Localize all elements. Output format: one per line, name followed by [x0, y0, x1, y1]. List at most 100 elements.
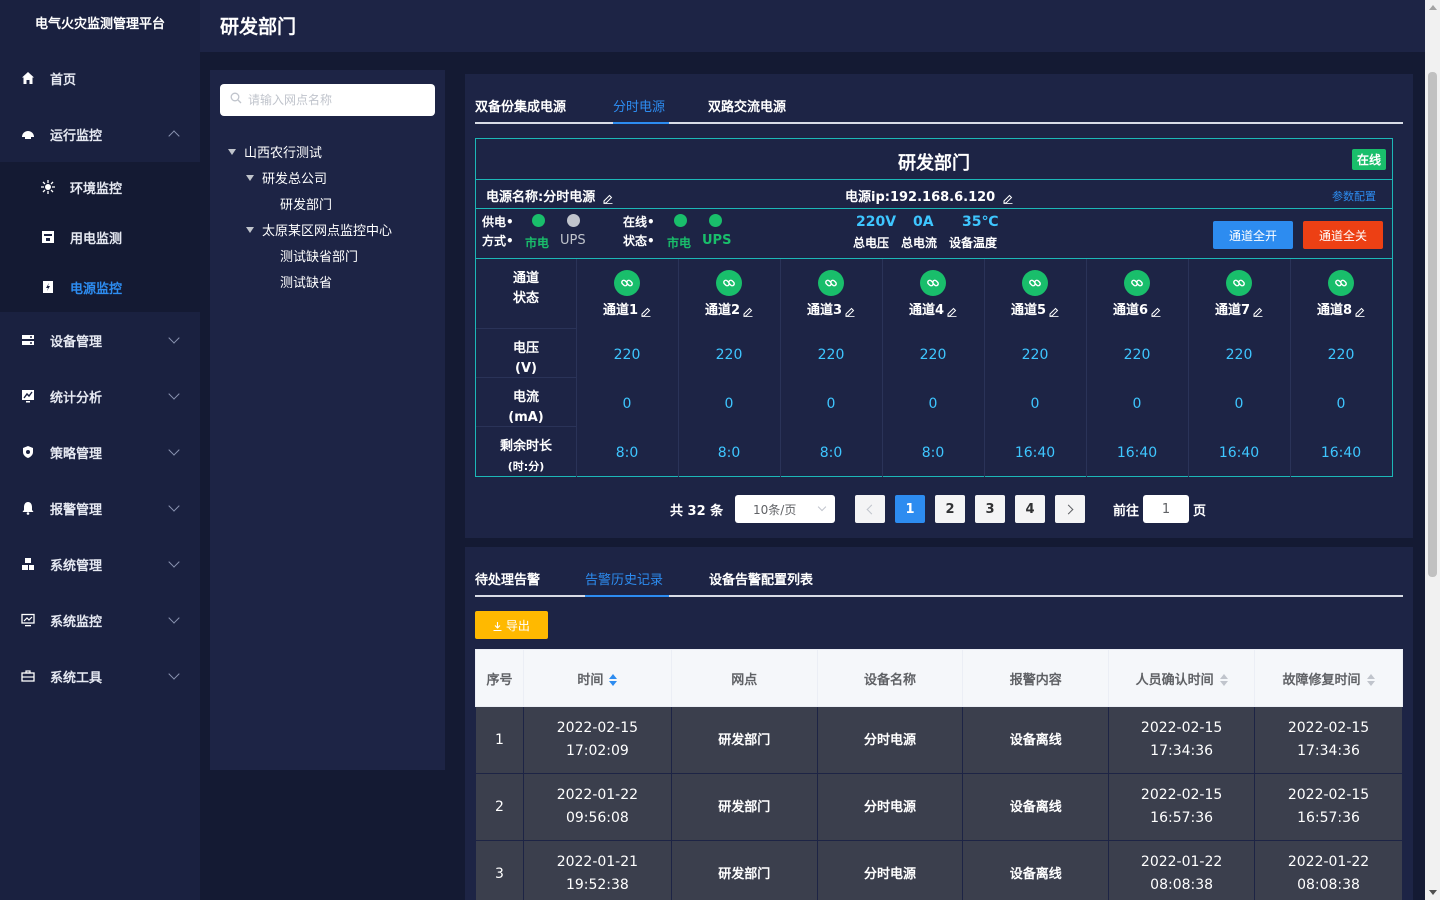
page-size-select[interactable]: 10条/页 [735, 495, 835, 523]
table-row[interactable]: 3 2022-01-21 19:52:38 研发部门 分时电源 设备离线 2022-01-… [475, 840, 1403, 900]
sidebar-item-statistics[interactable]: 统计分析 [0, 368, 200, 424]
sidebar-item-home[interactable]: 首页 [0, 50, 200, 106]
page-title: 研发部门 [220, 16, 297, 38]
page-1-button[interactable]: 1 [895, 495, 925, 523]
channel-remaining-value: 16:40 [1116, 445, 1158, 461]
active-tab-indicator [613, 122, 669, 124]
tree-node[interactable]: 测试缺省 [280, 272, 332, 291]
tree-node[interactable]: 山西农行测试 [228, 142, 322, 161]
tab-dual-backup[interactable]: 双备份集成电源 [475, 100, 567, 115]
edit-icon[interactable] [1049, 306, 1059, 317]
channel-remaining-value: 8:0 [717, 445, 741, 461]
channel-link-icon[interactable] [716, 270, 742, 296]
scroll-down-icon[interactable] [1429, 890, 1437, 895]
col-confirm-time[interactable]: 人员确认时间 [1108, 649, 1256, 707]
page-4-button[interactable]: 4 [1015, 495, 1045, 523]
chevron-down-icon [168, 332, 180, 344]
column-divider [1188, 259, 1189, 477]
export-button[interactable]: 导出 [475, 611, 548, 639]
sidebar-item-system-tools[interactable]: 系统工具 [0, 648, 200, 704]
prev-page-button[interactable] [855, 495, 885, 523]
edit-icon[interactable] [1003, 193, 1013, 204]
sidebar-item-environment[interactable]: 环境监控 [0, 162, 200, 212]
page-3-button[interactable]: 3 [975, 495, 1005, 523]
row-label-line: 电流 [512, 390, 539, 405]
tab-timeshare[interactable]: 分时电源 [613, 100, 666, 115]
channel-link-icon[interactable] [818, 270, 844, 296]
divider [476, 258, 1392, 259]
channel-link-icon[interactable] [920, 270, 946, 296]
edit-icon[interactable] [743, 306, 753, 317]
sort-icon[interactable] [609, 674, 618, 686]
sidebar-item-power-usage[interactable]: 用电监测 [0, 212, 200, 262]
tree-node[interactable]: 研发部门 [280, 194, 332, 213]
channel-name-text: 通道6 [1112, 303, 1149, 318]
channel-current-value: 0 [1234, 396, 1244, 412]
sort-icon[interactable] [1366, 674, 1375, 686]
col-time[interactable]: 时间 [522, 649, 672, 707]
supply-label-line: 供电• [482, 215, 514, 229]
sidebar-item-system-monitor[interactable]: 系统监控 [0, 592, 200, 648]
sidebar-item-device[interactable]: 设备管理 [0, 312, 200, 368]
table-row[interactable]: 1 2022-02-15 17:02:09 研发部门 分时电源 设备离线 2022-02-… [475, 706, 1403, 774]
all-channels-on-button[interactable]: 通道全开 [1213, 221, 1293, 249]
edit-icon[interactable] [845, 306, 855, 317]
column-divider [678, 259, 679, 477]
channel-voltage-value: 220 [613, 347, 641, 363]
chevron-left-icon [866, 504, 877, 514]
edit-icon[interactable] [641, 306, 651, 317]
tree-node[interactable]: 研发总公司 [246, 168, 327, 187]
site-search-input[interactable] [248, 93, 428, 107]
mains-indicator-dot [532, 214, 545, 227]
all-channels-off-button[interactable]: 通道全关 [1303, 221, 1383, 249]
tree-node-label: 太原某区网点监控中心 [262, 224, 393, 239]
edit-icon[interactable] [1253, 306, 1263, 317]
edit-icon[interactable] [1151, 306, 1161, 317]
page-scrollbar[interactable] [1425, 0, 1440, 900]
edit-icon[interactable] [1355, 306, 1365, 317]
tab-dual-ac[interactable]: 双路交流电源 [708, 100, 787, 115]
table-row[interactable]: 2 2022-01-22 09:56:08 研发部门 分时电源 设备离线 2022-02-… [475, 773, 1403, 841]
channel-current-value: 0 [1030, 396, 1040, 412]
sidebar-item-strategy[interactable]: 策略管理 [0, 424, 200, 480]
chevron-down-icon [168, 556, 180, 568]
sidebar-item-power-supply[interactable]: 电源监控 [0, 262, 200, 312]
scroll-up-icon[interactable] [1429, 5, 1437, 10]
tree-node[interactable]: 太原某区网点监控中心 [246, 220, 392, 239]
page-2-button[interactable]: 2 [935, 495, 965, 523]
channel-link-icon[interactable] [1328, 270, 1354, 296]
channel-remaining-value: 8:0 [921, 445, 945, 461]
tab-alarm-config[interactable]: 设备告警配置列表 [709, 573, 814, 588]
caret-down-icon [246, 226, 254, 233]
channel-voltage-value: 220 [715, 347, 743, 363]
sidebar-item-system-manage[interactable]: 系统管理 [0, 536, 200, 592]
param-config-link[interactable]: 参数配置 [1332, 190, 1376, 203]
edit-icon[interactable] [603, 193, 613, 204]
tab-pending-alarms[interactable]: 待处理告警 [475, 573, 541, 588]
sidebar-item-label: 设备管理 [50, 334, 103, 350]
channel-link-icon[interactable] [1124, 270, 1150, 296]
row-label-line: 状态 [512, 291, 539, 306]
tab-alarm-history[interactable]: 告警历史记录 [585, 573, 664, 588]
channel-link-icon[interactable] [1022, 270, 1048, 296]
chevron-down-icon [817, 502, 827, 512]
col-repair-time[interactable]: 故障修复时间 [1254, 649, 1403, 707]
table-cell: 2022-02-15 17:02:09 [522, 706, 672, 774]
sort-icon[interactable] [1219, 674, 1228, 686]
edit-icon[interactable] [947, 306, 957, 317]
power-device-card: 双备份集成电源 分时电源 双路交流电源 研发部门 在线 电源名称:分时电源 电源… [465, 74, 1413, 538]
total-voltage-label: 总电压 [853, 236, 890, 250]
next-page-button[interactable] [1055, 495, 1085, 523]
scroll-thumb[interactable] [1428, 72, 1437, 577]
tree-node[interactable]: 测试缺省部门 [280, 246, 358, 265]
sidebar-item-label: 统计分析 [50, 390, 103, 406]
table-cell: 2022-01-22 09:56:08 [522, 773, 672, 841]
channel-name: 通道1 [576, 299, 678, 318]
chevron-down-icon [168, 444, 180, 456]
divider [476, 208, 1392, 209]
sidebar-item-alarm[interactable]: 报警管理 [0, 480, 200, 536]
goto-page-input[interactable]: 1 [1143, 495, 1189, 523]
sidebar-item-run-monitor[interactable]: 运行监控 [0, 106, 200, 162]
channel-link-icon[interactable] [1226, 270, 1252, 296]
channel-link-icon[interactable] [614, 270, 640, 296]
